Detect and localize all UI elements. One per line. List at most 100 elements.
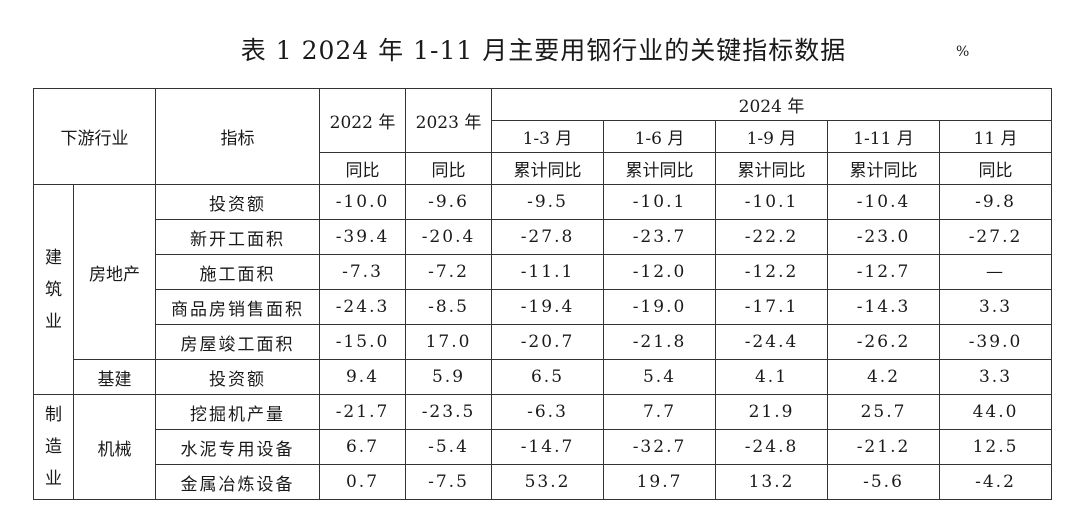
header-period: 1-11 月 <box>827 120 940 153</box>
value-cell: -23.7 <box>603 219 716 255</box>
indicator-cell: 金属冶炼设备 <box>155 464 320 500</box>
value-cell: -6.3 <box>491 394 604 430</box>
value-cell: -20.4 <box>405 219 492 255</box>
value-cell: -27.2 <box>939 219 1052 255</box>
group-manufacturing: 制造业 <box>33 394 74 500</box>
value-cell: 21.9 <box>715 394 828 430</box>
value-cell: -32.7 <box>603 429 716 465</box>
value-cell: -8.5 <box>405 289 492 325</box>
value-cell: -10.1 <box>603 184 716 220</box>
table-row: 制造业机械 挖掘机产量 -21.7 -23.5 -6.3 7.7 21.9 25.7 44.0 <box>33 394 1052 500</box>
header-sub: 同比 <box>319 152 406 185</box>
header-sub: 累计同比 <box>715 152 828 185</box>
value-cell: -11.1 <box>491 254 604 290</box>
value-cell: 0.7 <box>319 464 406 500</box>
value-cell: -4.2 <box>939 464 1052 500</box>
value-cell: 4.2 <box>827 359 940 395</box>
value-cell: -21.8 <box>603 324 716 360</box>
value-cell: -27.8 <box>491 219 604 255</box>
value-cell: -17.1 <box>715 289 828 325</box>
table-row: 金属冶炼设备 0.7 -7.5 53.2 19.7 13.2 -5.6 -4.2 <box>34 464 1052 500</box>
value-cell: 6.5 <box>491 359 604 395</box>
value-cell: -19.4 <box>491 289 604 325</box>
value-cell: -9.6 <box>405 184 492 220</box>
value-cell: 12.5 <box>939 429 1052 465</box>
subgroup-real-estate: 房地产 <box>73 184 156 360</box>
indicator-cell: 挖掘机产量 <box>155 394 320 430</box>
table-row: 施工面积 -7.3 -7.2 -11.1 -12.0 -12.2 -12.7— <box>34 254 1052 290</box>
value-cell: -12.2 <box>715 254 828 290</box>
value-cell: -10.0 <box>319 184 406 220</box>
header-period: 1-3 月 <box>491 120 604 153</box>
value-cell: -9.5 <box>491 184 604 220</box>
value-cell: -26.2 <box>827 324 940 360</box>
value-cell: -12.7 <box>827 254 940 290</box>
unit-label: % <box>956 44 970 60</box>
indicator-cell: 水泥专用设备 <box>155 429 320 465</box>
table-row: 新开工面积 -39.4 -20.4 -27.8 -23.7 -22.2 -23.0 -27.2 <box>34 219 1052 255</box>
header-year-2023: 2023 年 <box>405 88 492 153</box>
header-period: 1-9 月 <box>715 120 828 153</box>
indicator-cell: 房屋竣工面积 <box>155 324 320 360</box>
header-year-2022: 2022 年 <box>319 88 406 153</box>
value-cell: -7.5 <box>405 464 492 500</box>
indicator-cell: 投资额 <box>155 184 320 220</box>
value-cell: -10.4 <box>827 184 940 220</box>
header-sub: 累计同比 <box>491 152 604 185</box>
value-cell: 7.7 <box>603 394 716 430</box>
value-cell: -23.0 <box>827 219 940 255</box>
group-char: 制 <box>45 405 62 425</box>
header-sub: 累计同比 <box>827 152 940 185</box>
value-cell: 5.4 <box>603 359 716 395</box>
group-char: 业 <box>45 311 62 332</box>
indicator-cell: 投资额 <box>155 359 320 395</box>
value-cell: 4.1 <box>715 359 828 395</box>
value-cell: -39.0 <box>939 324 1052 360</box>
value-cell: -7.3 <box>319 254 406 290</box>
value-cell: -21.7 <box>319 394 406 430</box>
value-cell: 6.7 <box>319 429 406 465</box>
value-cell: -24.8 <box>715 429 828 465</box>
table-row: 水泥专用设备 6.7 -5.4 -14.7 -32.7 -24.8 -21.2 12.5 <box>34 429 1052 465</box>
value-cell: 13.2 <box>715 464 828 500</box>
group-char: 业 <box>45 469 62 489</box>
value-cell: 17.0 <box>405 324 492 360</box>
table-row: 建筑业房地产 投资额 -10.0 -9.6 -9.5 -10.1 -10.1 -10.4 -9.… <box>33 184 1052 395</box>
value-cell: 25.7 <box>827 394 940 430</box>
indicator-table: 下游行业 指标 2022 年 2023 年 2024 年 1-3 月 1-6 月… <box>33 88 1052 500</box>
value-cell: -5.6 <box>827 464 940 500</box>
header-year-2024: 2024 年 <box>491 88 1052 121</box>
group-char: 造 <box>45 437 62 457</box>
value-cell: 9.4 <box>319 359 406 395</box>
value-cell: -23.5 <box>405 394 492 430</box>
value-cell: 53.2 <box>491 464 604 500</box>
value-cell: -39.4 <box>319 219 406 255</box>
header-period: 1-6 月 <box>603 120 716 153</box>
value-cell: -9.8 <box>939 184 1052 220</box>
table-row: 商品房销售面积 -24.3 -8.5 -19.4 -19.0 -17.1 -14.3 3.3 <box>34 289 1052 325</box>
header-industry: 下游行业 <box>33 88 156 185</box>
value-cell: -15.0 <box>319 324 406 360</box>
table-row: 房屋竣工面积 -15.0 17.0 -20.7 -21.8 -24.4 -26.2 -39.0 <box>34 324 1052 360</box>
header-sub: 同比 <box>405 152 492 185</box>
group-construction: 建筑业 <box>33 184 74 395</box>
subgroup-machinery: 机械 <box>73 394 156 500</box>
value-cell: -22.2 <box>715 219 828 255</box>
value-cell: -7.2 <box>405 254 492 290</box>
group-char: 筑 <box>45 279 62 300</box>
value-cell: 3.3 <box>939 289 1052 325</box>
value-cell: -19.0 <box>603 289 716 325</box>
header-sub: 累计同比 <box>603 152 716 185</box>
indicator-cell: 施工面积 <box>155 254 320 290</box>
value-cell: -24.3 <box>319 289 406 325</box>
group-char: 建 <box>45 247 62 268</box>
value-cell: 44.0 <box>939 394 1052 430</box>
table-title: 表 1 2024 年 1-11 月主要用钢行业的关键指标数据 <box>240 36 847 65</box>
value-cell: -10.1 <box>715 184 828 220</box>
indicator-cell: 新开工面积 <box>155 219 320 255</box>
value-cell: -24.4 <box>715 324 828 360</box>
subgroup-infrastructure: 基建 <box>73 359 156 395</box>
header-indicator: 指标 <box>155 88 320 185</box>
table-row: 基建 投资额 9.4 5.9 6.5 5.4 4.1 4.2 3.3 <box>34 359 1052 395</box>
value-cell: 3.3 <box>939 359 1052 395</box>
